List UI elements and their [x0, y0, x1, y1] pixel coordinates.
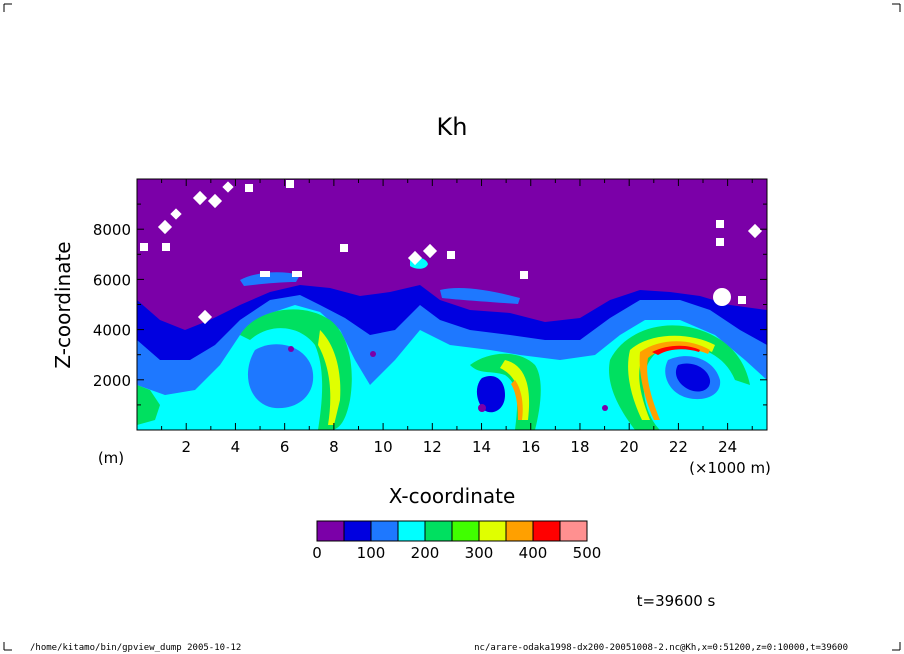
- colorbar: 0 100 200 300 400 500: [312, 520, 602, 562]
- x-tick-label: 22: [669, 438, 688, 456]
- colorbar-swatch: [343, 520, 372, 542]
- x-tick-label: 18: [570, 438, 589, 456]
- field-yellow-right: [628, 335, 715, 420]
- colorbar-tick-label: 200: [411, 544, 440, 562]
- colorbar-tick-label: 300: [465, 544, 494, 562]
- x-tick-label: 10: [374, 438, 393, 456]
- field-red-right: [652, 345, 700, 355]
- field-purple-spots: [288, 346, 608, 412]
- colorbar-swatch: [316, 520, 345, 542]
- y-tick-label: 8000: [93, 221, 131, 239]
- colorbar-tick-label: 100: [357, 544, 386, 562]
- x-tick-label: 12: [423, 438, 442, 456]
- colorbar-swatch: [451, 520, 480, 542]
- field-yellow-left: [318, 330, 341, 425]
- chart-title: Kh: [437, 113, 468, 141]
- x-tick-label: 14: [472, 438, 491, 456]
- field-white-gaps: [140, 180, 763, 325]
- x-tick-label: 16: [521, 438, 540, 456]
- x-tick-label: 20: [620, 438, 639, 456]
- y-tick-label: 2000: [93, 372, 131, 390]
- colorbar-swatch: [559, 520, 588, 542]
- corner-marks: [3, 3, 901, 651]
- y-tick-label: 4000: [93, 322, 131, 340]
- y-tick-label: 6000: [93, 271, 131, 289]
- colorbar-swatch: [397, 520, 426, 542]
- x-tick-label: 8: [329, 438, 339, 456]
- field-upper-patch-1: [440, 287, 520, 304]
- field-eye-right-core: [675, 363, 711, 392]
- y-axis-label: Z-coordinate: [51, 241, 75, 368]
- field-orange-right: [639, 341, 710, 420]
- plot-area: [137, 179, 767, 430]
- x-axis-label: X-coordinate: [389, 484, 516, 508]
- colorbar-swatch: [505, 520, 534, 542]
- time-label: t=39600 s: [637, 592, 716, 610]
- colorbar-swatch: [478, 520, 507, 542]
- colorbar-tick-label: 400: [519, 544, 548, 562]
- x-tick-label: 2: [181, 438, 191, 456]
- x-tick-label: 4: [231, 438, 241, 456]
- colorbar-swatch: [424, 520, 453, 542]
- colorbar-swatch: [532, 520, 561, 542]
- colorbar-swatch: [370, 520, 399, 542]
- x-axis: 2 4 6 8 10 12 14 16 18 20 22 24: [161, 179, 753, 456]
- colorbar-tick-label: 0: [312, 544, 322, 562]
- field-orange-mid: [511, 380, 523, 420]
- x-tick-label: 6: [280, 438, 290, 456]
- field-eye-mid: [476, 375, 505, 413]
- footer-left: /home/kitamo/bin/gpview_dump 2005-10-12: [30, 643, 241, 653]
- colorbar-tick-label: 500: [573, 544, 602, 562]
- y-axis: 2000 4000 6000 8000: [93, 203, 767, 406]
- field-left-green: [137, 385, 160, 425]
- field-upper-patch-2: [240, 272, 300, 286]
- footer-right: nc/arare-odaka1998-dx200-20051008-2.nc@K…: [474, 643, 848, 653]
- field-eye-left: [247, 344, 314, 409]
- x-tick-label: 24: [718, 438, 737, 456]
- x-scale-label: (×1000 m): [689, 459, 771, 477]
- x-unit-label: (m): [98, 449, 124, 467]
